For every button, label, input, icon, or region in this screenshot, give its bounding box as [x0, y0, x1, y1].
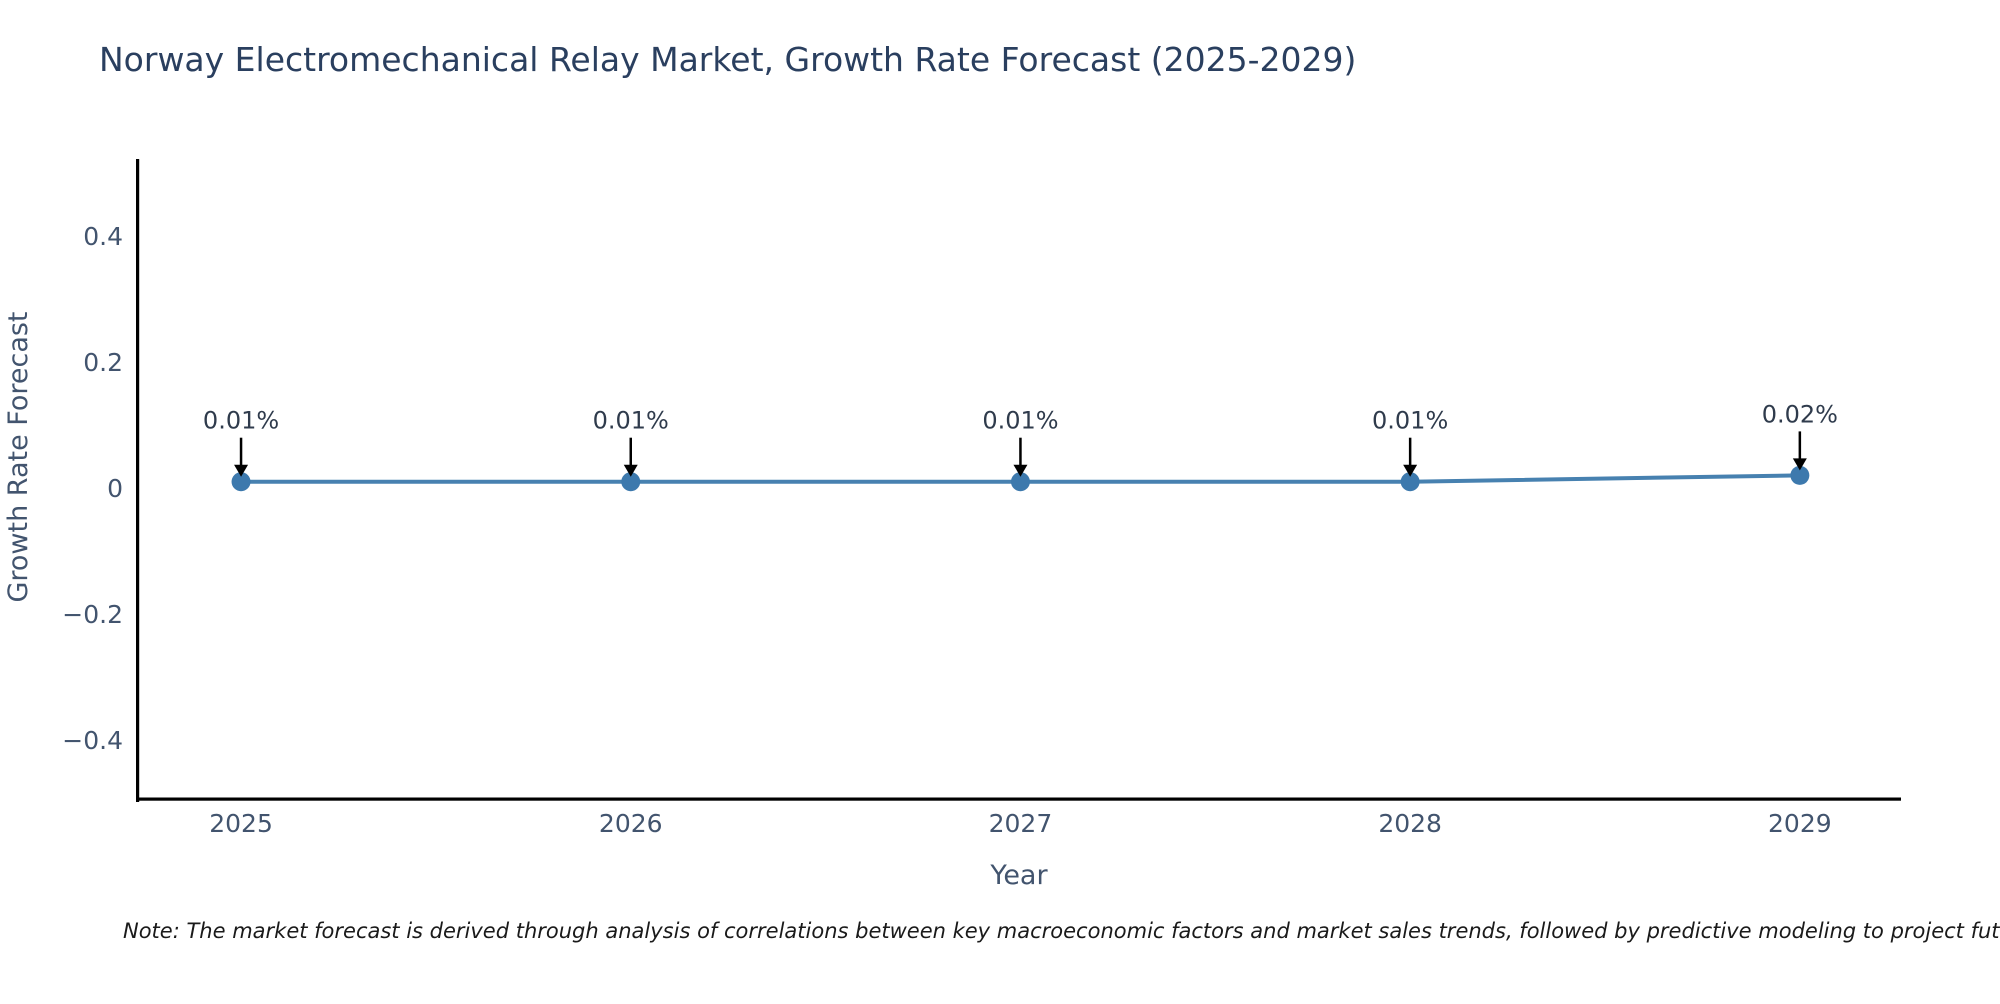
- data-point-marker: [621, 472, 641, 492]
- x-tick-label: 2026: [599, 809, 663, 838]
- y-tick-label: −0.2: [62, 600, 123, 629]
- annotation-arrowhead: [1792, 458, 1807, 471]
- y-tick-label: 0: [107, 474, 123, 503]
- x-tick-label: 2029: [1768, 809, 1832, 838]
- data-point-marker: [1400, 472, 1420, 492]
- annotation-label: 0.01%: [203, 407, 279, 435]
- x-tick-label: 2028: [1378, 809, 1442, 838]
- x-axis-spine: [136, 797, 1901, 801]
- annotation-arrowhead: [623, 464, 638, 477]
- annotation-label: 0.01%: [593, 407, 669, 435]
- y-tick-label: 0.2: [83, 348, 123, 377]
- annotation-label: 0.01%: [1372, 407, 1448, 435]
- x-tick-label: 2027: [989, 809, 1053, 838]
- data-point-marker: [1790, 465, 1810, 485]
- data-point-marker: [1010, 472, 1030, 492]
- x-axis-title: Year: [989, 860, 1048, 891]
- y-axis-spine: [136, 159, 140, 802]
- y-tick-label: 0.4: [83, 222, 123, 251]
- annotation-arrowhead: [1403, 464, 1418, 477]
- data-point-marker: [231, 472, 251, 492]
- x-tick-label: 2025: [209, 809, 273, 838]
- plot-content: 0.4 0.2 0 −0.2 −0.4 2025 2026 2027 2028 2029 0.01%…: [62, 222, 1838, 838]
- y-axis-title: Growth Rate Forecast: [3, 311, 34, 602]
- annotation-arrowhead: [234, 464, 249, 477]
- y-tick-label: −0.4: [62, 726, 123, 755]
- annotation-label: 0.02%: [1762, 400, 1838, 428]
- chart-title: Norway Electromechanical Relay Market, G…: [99, 40, 1357, 79]
- footnote: Note: The market forecast is derived thr…: [123, 919, 2000, 943]
- annotation-label: 0.01%: [982, 407, 1058, 435]
- annotation-arrowhead: [1013, 464, 1028, 477]
